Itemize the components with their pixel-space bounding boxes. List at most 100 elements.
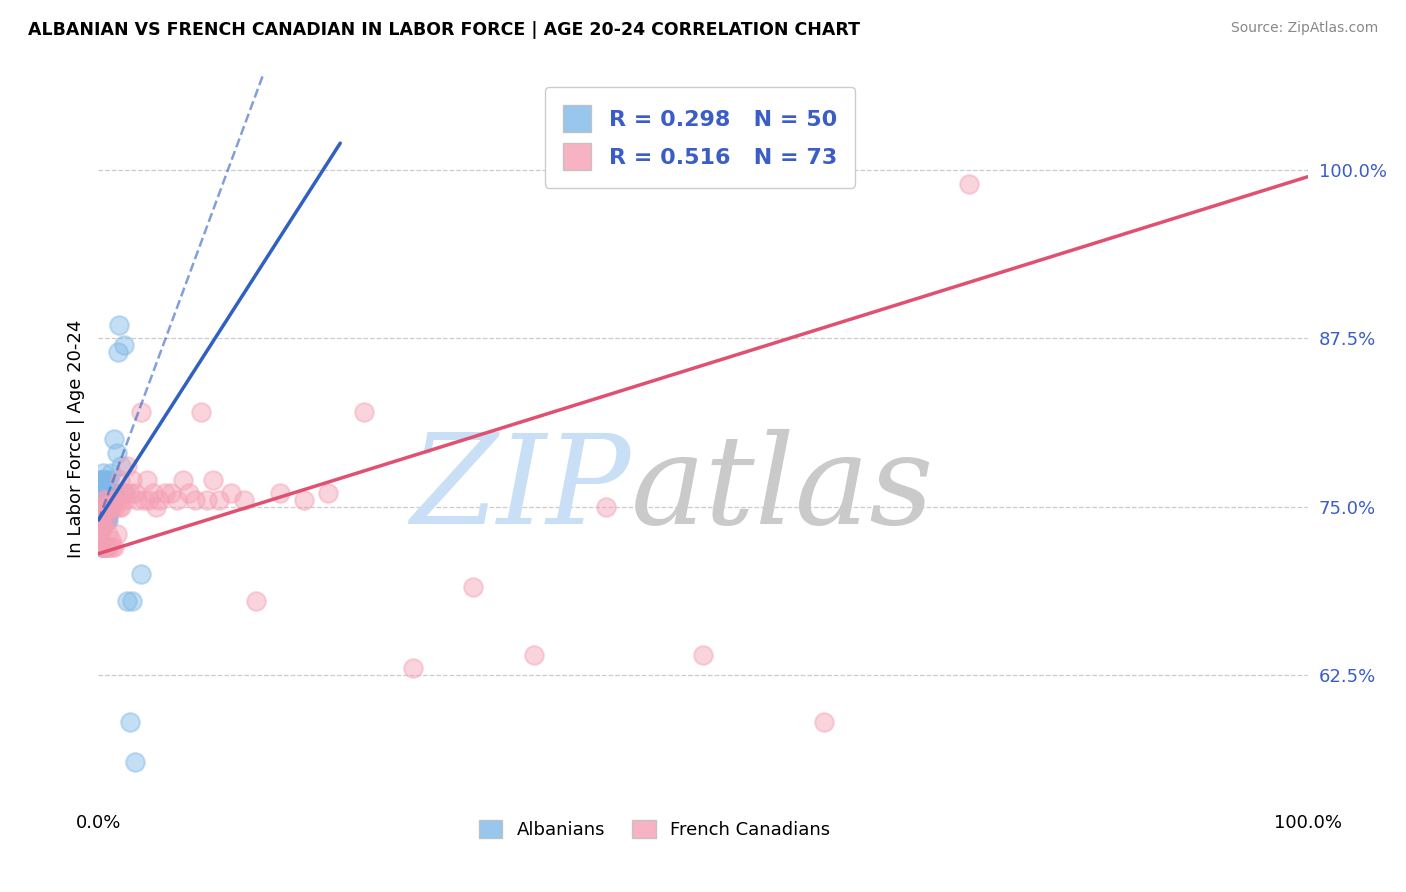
Point [91,540,114,554]
Point [98,540,121,554]
Point [96,513,118,527]
Point [91,540,114,554]
Point [90,473,112,487]
Point [124,486,146,500]
Point [98,507,121,521]
Point [112,338,135,352]
Point [97,526,120,541]
Point [96,500,118,514]
Point [103,492,125,507]
Point [145,500,167,514]
Point [292,492,315,507]
Point [100,500,122,514]
Point [166,492,188,507]
Point [90,513,112,527]
Point [97,500,120,514]
Text: ALBANIAN VS FRENCH CANADIAN IN LABOR FORCE | AGE 20-24 CORRELATION CHART: ALBANIAN VS FRENCH CANADIAN IN LABOR FOR… [28,21,860,38]
Point [117,594,139,608]
Point [96,486,118,500]
Point [118,714,141,729]
Point [110,459,132,474]
Point [89,513,111,527]
Point [93,492,115,507]
Point [91,520,114,534]
Point [160,486,183,500]
Point [91,486,114,500]
Point [135,473,157,487]
Point [91,486,114,500]
Point [114,492,136,507]
Point [93,540,115,554]
Point [118,486,141,500]
Point [134,492,156,507]
Point [103,540,125,554]
Point [93,513,115,527]
Text: ZIP: ZIP [411,429,630,551]
Point [97,513,120,527]
Point [108,473,131,487]
Point [142,486,165,500]
Point [179,486,201,500]
Point [100,486,122,500]
Point [90,533,112,548]
Point [105,526,128,541]
Point [523,648,546,662]
Text: atlas: atlas [630,429,934,551]
Point [91,500,114,514]
Point [93,513,115,527]
Point [100,500,122,514]
Point [90,492,112,507]
Point [100,540,122,554]
Point [813,714,835,729]
Point [269,486,291,500]
Point [124,756,146,770]
Point [353,405,375,419]
Point [91,520,114,534]
Point [148,492,170,507]
Point [114,486,136,500]
Point [245,594,267,608]
Point [138,492,160,507]
Point [957,177,980,191]
Point [232,492,254,507]
Point [127,492,149,507]
Point [93,540,115,554]
Point [195,492,218,507]
Point [94,540,117,554]
Point [91,466,114,480]
Text: Source: ZipAtlas.com: Source: ZipAtlas.com [1230,21,1378,35]
Point [89,492,111,507]
Point [595,500,617,514]
Point [110,500,132,514]
Point [91,500,114,514]
Point [104,500,127,514]
Point [107,344,129,359]
Point [402,661,425,675]
Point [91,520,114,534]
Point [121,594,143,608]
Point [91,540,114,554]
Point [98,473,121,487]
Point [108,318,131,332]
Point [172,473,194,487]
Point [89,533,111,548]
Point [96,540,118,554]
Point [202,473,225,487]
Point [98,500,121,514]
Legend: Albanians, French Canadians: Albanians, French Canadians [471,813,838,847]
Point [89,507,111,521]
Point [89,486,111,500]
Y-axis label: In Labor Force | Age 20-24: In Labor Force | Age 20-24 [66,320,84,558]
Point [94,513,117,527]
Point [91,507,114,521]
Point [93,473,115,487]
Point [107,492,129,507]
Point [103,433,125,447]
Point [221,486,243,500]
Point [89,473,111,487]
Point [104,486,127,500]
Point [94,540,117,554]
Point [97,486,120,500]
Point [91,492,114,507]
Point [94,473,117,487]
